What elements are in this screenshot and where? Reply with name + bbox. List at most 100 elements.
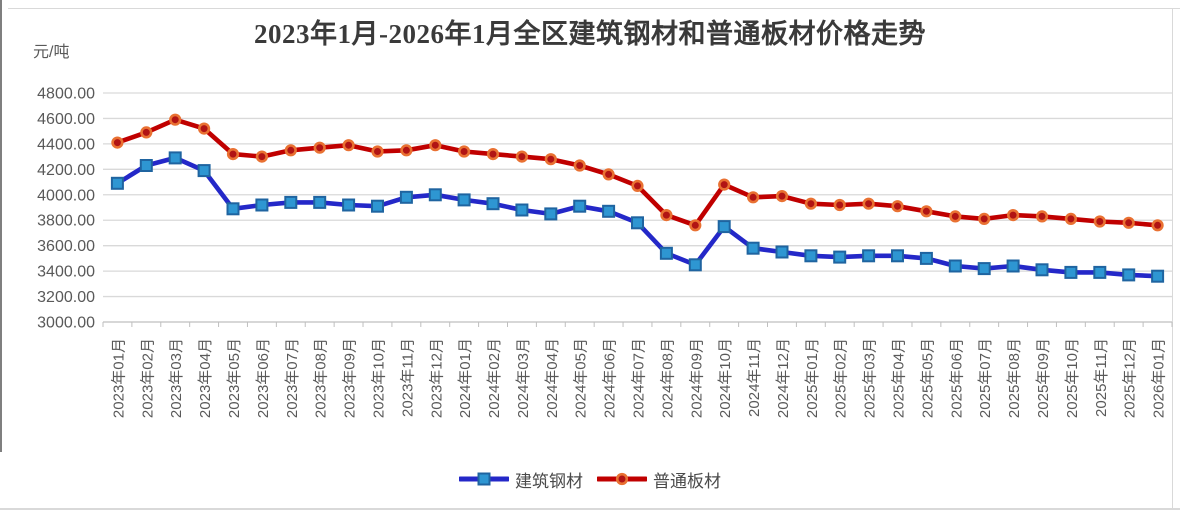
- data-point-marker: [400, 144, 413, 157]
- data-point-marker: [977, 262, 991, 276]
- data-point-marker: [862, 197, 875, 210]
- data-point-marker: [515, 203, 529, 217]
- data-point-marker: [342, 139, 355, 152]
- y-axis-unit-label: 元/吨: [33, 44, 70, 61]
- data-point-marker: [804, 249, 818, 263]
- data-point-marker: [746, 191, 760, 204]
- data-point-marker: [920, 205, 933, 218]
- y-axis-tick-label: 4800.00: [37, 86, 95, 103]
- y-axis-tick-label: 3000.00: [37, 315, 95, 332]
- series-line-1: [115, 117, 1160, 228]
- data-point-marker: [833, 198, 846, 212]
- x-axis-tick-label: 2024年06月: [602, 338, 619, 418]
- x-axis-tick-label: 2023年12月: [428, 338, 445, 418]
- data-point-marker: [111, 136, 124, 149]
- data-point-marker: [197, 164, 211, 178]
- y-axis-tick-label: 4600.00: [37, 111, 95, 128]
- x-axis-tick-label: 2024年12月: [775, 338, 792, 418]
- data-point-marker: [371, 199, 384, 213]
- data-point-marker: [140, 126, 153, 139]
- page-border-right: [1172, 8, 1173, 508]
- x-axis-tick-label: 2024年02月: [486, 338, 503, 418]
- data-point-marker: [139, 159, 153, 172]
- y-axis-tick-label: 4200.00: [37, 162, 95, 179]
- legend-label-steel: 建筑钢材: [515, 471, 583, 491]
- legend-swatch-plate-icon: [597, 472, 647, 486]
- data-point-marker: [717, 220, 731, 234]
- data-point-marker: [342, 198, 356, 212]
- data-point-marker: [919, 251, 933, 265]
- data-point-marker: [689, 219, 702, 232]
- x-axis-tick-label: 2023年11月: [399, 338, 416, 417]
- x-axis-tick-label: 2025年03月: [862, 338, 879, 418]
- data-point-marker: [1035, 210, 1049, 223]
- x-axis-tick-label: 2023年08月: [313, 338, 330, 418]
- data-point-marker: [602, 168, 615, 181]
- x-axis-tick-label: 2024年10月: [717, 338, 734, 418]
- data-point-marker: [226, 148, 240, 161]
- data-point-marker: [775, 245, 789, 259]
- data-point-marker: [1006, 259, 1020, 273]
- data-point-marker: [1122, 216, 1135, 229]
- data-point-marker: [631, 216, 644, 230]
- y-axis-tick-label: 3400.00: [37, 264, 95, 281]
- data-point-marker: [371, 145, 384, 158]
- data-point-marker: [1093, 265, 1107, 279]
- x-axis-tick-label: 2023年05月: [226, 338, 243, 418]
- x-axis-tick-label: 2024年07月: [631, 338, 648, 418]
- data-point-marker: [1122, 268, 1136, 282]
- x-axis-tick-label: 2023年07月: [284, 338, 301, 418]
- data-point-marker: [169, 113, 182, 126]
- data-point-marker: [1064, 265, 1078, 279]
- page-border-top: [8, 8, 1180, 9]
- y-axis-tick-label: 4000.00: [37, 187, 95, 204]
- x-axis-tick-label: 2025年04月: [891, 338, 908, 418]
- data-point-marker: [631, 179, 644, 192]
- x-axis-tick-label: 2023年09月: [342, 338, 359, 418]
- x-axis-tick-label: 2025年10月: [1064, 338, 1081, 418]
- data-point-marker: [226, 202, 240, 216]
- data-point-marker: [1093, 215, 1106, 228]
- data-point-marker: [891, 200, 904, 213]
- x-axis-tick-label: 2025年05月: [919, 338, 936, 418]
- data-point-marker: [486, 197, 500, 211]
- data-point-marker: [544, 153, 557, 166]
- data-point-marker: [718, 178, 731, 191]
- data-point-marker: [602, 204, 616, 218]
- data-point-marker: [544, 207, 558, 221]
- data-point-marker: [659, 246, 673, 260]
- data-point-marker: [775, 190, 789, 203]
- data-point-marker: [891, 249, 904, 263]
- data-point-marker: [515, 150, 529, 163]
- y-axis-tick-label: 3200.00: [37, 289, 95, 306]
- data-point-marker: [1151, 219, 1164, 232]
- x-axis-tick-label: 2025年09月: [1035, 338, 1052, 418]
- x-axis-tick-label: 2025年11月: [1093, 338, 1110, 417]
- data-point-marker: [428, 188, 442, 202]
- x-axis-tick-label: 2024年01月: [457, 338, 474, 418]
- data-point-marker: [284, 144, 297, 157]
- data-point-marker: [457, 193, 471, 207]
- data-point-marker: [1035, 263, 1049, 277]
- data-point-marker: [948, 259, 962, 273]
- chart-legend: 建筑钢材 普通板材: [0, 464, 1180, 494]
- x-axis-tick-label: 2026年01月: [1151, 338, 1168, 418]
- data-point-marker: [168, 151, 182, 165]
- page-border-bottom: [0, 508, 1180, 510]
- data-point-marker: [833, 250, 847, 264]
- x-axis-tick-label: 2024年03月: [515, 338, 532, 418]
- data-point-marker: [458, 145, 471, 158]
- data-point-marker: [399, 190, 413, 204]
- data-point-marker: [255, 150, 269, 163]
- x-axis-tick-label: 2025年01月: [804, 338, 821, 418]
- data-point-marker: [429, 139, 442, 152]
- page-border-left: [0, 0, 2, 452]
- data-point-marker: [313, 195, 327, 209]
- legend-swatch-steel-icon: [459, 472, 509, 486]
- data-point-marker: [110, 176, 124, 190]
- x-axis-tick-label: 2025年06月: [948, 338, 965, 418]
- data-point-marker: [660, 209, 673, 222]
- x-axis-tick-label: 2023年03月: [168, 338, 185, 418]
